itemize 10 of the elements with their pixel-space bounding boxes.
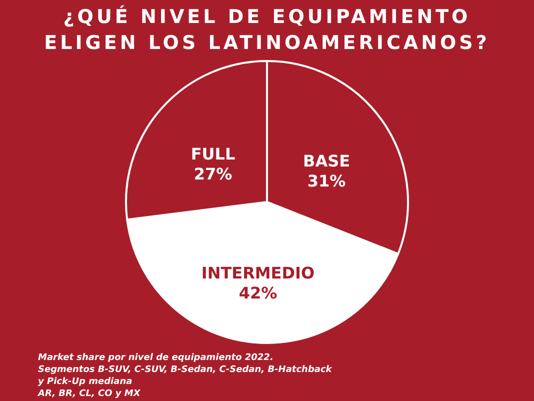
text: AR, BR, CL, CO y MX — [38, 388, 142, 400]
slice-label: BASE — [303, 152, 350, 171]
slice-label: FULL — [190, 144, 236, 164]
slice-label: INTERMEDIO — [201, 263, 315, 282]
data-label: 42% — [238, 283, 278, 302]
data-label: 31% — [307, 172, 346, 191]
text: Segmentos B-SUV, C-SUV, B-Sedan, C-Sedan, B-Hatchback y Pick-Up mediana — [38, 364, 333, 388]
data-label: 27% — [194, 164, 232, 184]
text: Market share por nivel de equipamiento 2022. — [38, 352, 274, 364]
chart-title: ¿QUÉ NIVEL DE EQUIPAMIENTO ELIGEN LOS LATINOAMERICANOS? — [43, 4, 491, 56]
